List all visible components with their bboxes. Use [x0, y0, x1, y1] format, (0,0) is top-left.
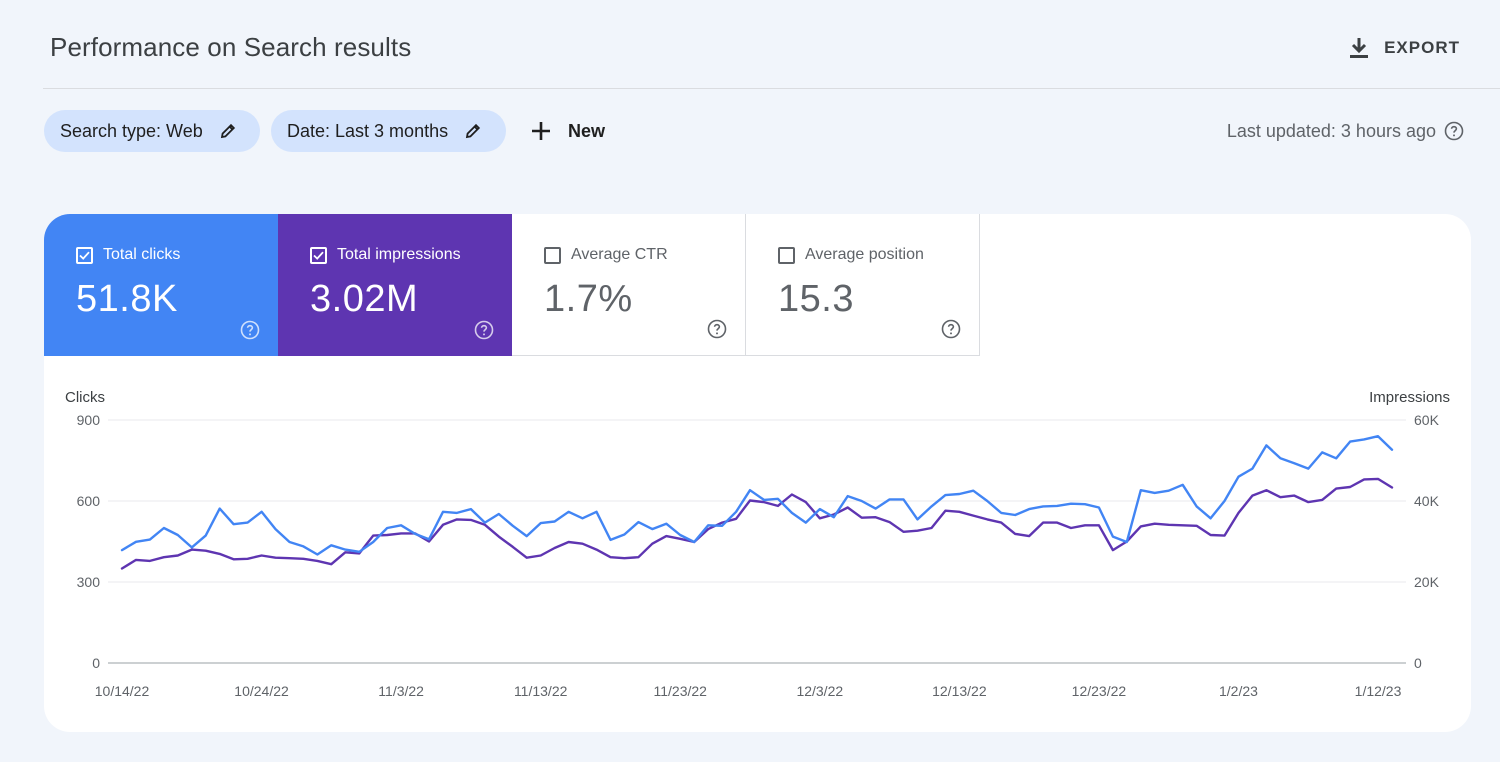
metric-label: Total clicks: [103, 246, 181, 263]
search-type-filter-chip[interactable]: Search type: Web: [44, 110, 260, 152]
metric-average-ctr[interactable]: Average CTR 1.7%: [512, 214, 746, 356]
help-icon[interactable]: [941, 319, 961, 339]
download-icon: [1350, 38, 1369, 58]
export-button[interactable]: EXPORT: [1348, 34, 1460, 62]
left-tick-label: 600: [77, 493, 101, 509]
right-tick-label: 60K: [1414, 412, 1440, 428]
right-axis-title: Impressions: [1369, 389, 1450, 406]
filter-bar: Search type: Web Date: Last 3 months New…: [0, 110, 1500, 152]
left-tick-label: 300: [77, 574, 101, 590]
page-header: Performance on Search results EXPORT: [0, 0, 1500, 90]
metric-label: Average position: [805, 246, 924, 263]
right-tick-label: 0: [1414, 655, 1422, 671]
search-type-label: Search type: Web: [60, 120, 203, 141]
x-tick-label: 12/3/22: [796, 683, 843, 699]
metric-total-impressions[interactable]: Total impressions 3.02M: [278, 214, 512, 356]
help-icon[interactable]: [1444, 121, 1464, 141]
page-title: Performance on Search results: [50, 32, 412, 62]
metric-label: Average CTR: [571, 246, 668, 263]
checkbox-unchecked-icon[interactable]: [544, 246, 561, 264]
plus-icon: [532, 122, 550, 140]
help-icon[interactable]: [474, 320, 494, 340]
checkbox-checked-icon[interactable]: [76, 246, 93, 264]
x-tick-label: 1/12/23: [1355, 683, 1402, 699]
metric-value: 51.8K: [76, 278, 178, 320]
x-tick-label: 1/2/23: [1219, 683, 1258, 699]
x-tick-label: 11/13/22: [514, 683, 568, 699]
date-filter-chip[interactable]: Date: Last 3 months: [271, 110, 506, 152]
last-updated-text: Last updated: 3 hours ago: [1226, 120, 1436, 141]
metric-value: 15.3: [778, 278, 854, 320]
checkbox-unchecked-icon[interactable]: [778, 246, 795, 264]
x-tick-label: 10/14/22: [95, 683, 150, 699]
new-filter-label: New: [568, 120, 606, 141]
series-line-clicks: [120, 434, 1394, 556]
edit-pencil-icon: [220, 123, 235, 139]
x-tick-label: 12/13/22: [932, 683, 987, 699]
left-tick-label: 0: [92, 655, 100, 671]
metric-label: Total impressions: [337, 246, 461, 263]
new-filter-button[interactable]: New: [530, 110, 605, 152]
header-divider: [43, 88, 1500, 89]
x-tick-label: 11/3/22: [378, 683, 424, 699]
metric-total-clicks[interactable]: Total clicks 51.8K: [44, 214, 278, 356]
date-filter-label: Date: Last 3 months: [287, 120, 449, 141]
x-tick-label: 10/24/22: [234, 683, 289, 699]
right-tick-label: 20K: [1414, 574, 1440, 590]
edit-pencil-icon: [465, 123, 481, 139]
performance-card: Total clicks 51.8K Total impressions 3.0…: [44, 214, 1471, 732]
last-updated: Last updated: 3 hours ago: [1227, 110, 1464, 152]
left-axis-title: Clicks: [65, 389, 105, 406]
performance-chart: 0 0 300 20K 600 40K 900 60K 10/14/22 10/24/22 11/3…: [77, 412, 1440, 699]
x-tick-label: 11/23/22: [654, 683, 708, 699]
metric-average-position[interactable]: Average position 15.3: [746, 214, 980, 356]
series-line-impressions: [120, 477, 1394, 570]
checkbox-checked-icon[interactable]: [310, 246, 327, 264]
metric-value: 1.7%: [544, 278, 633, 320]
right-tick-label: 40K: [1414, 493, 1440, 509]
x-tick-label: 12/23/22: [1072, 683, 1127, 699]
left-tick-label: 900: [77, 412, 101, 428]
help-icon[interactable]: [707, 319, 727, 339]
help-icon[interactable]: [240, 320, 260, 340]
metric-value: 3.02M: [310, 278, 419, 320]
export-label: EXPORT: [1384, 38, 1460, 57]
